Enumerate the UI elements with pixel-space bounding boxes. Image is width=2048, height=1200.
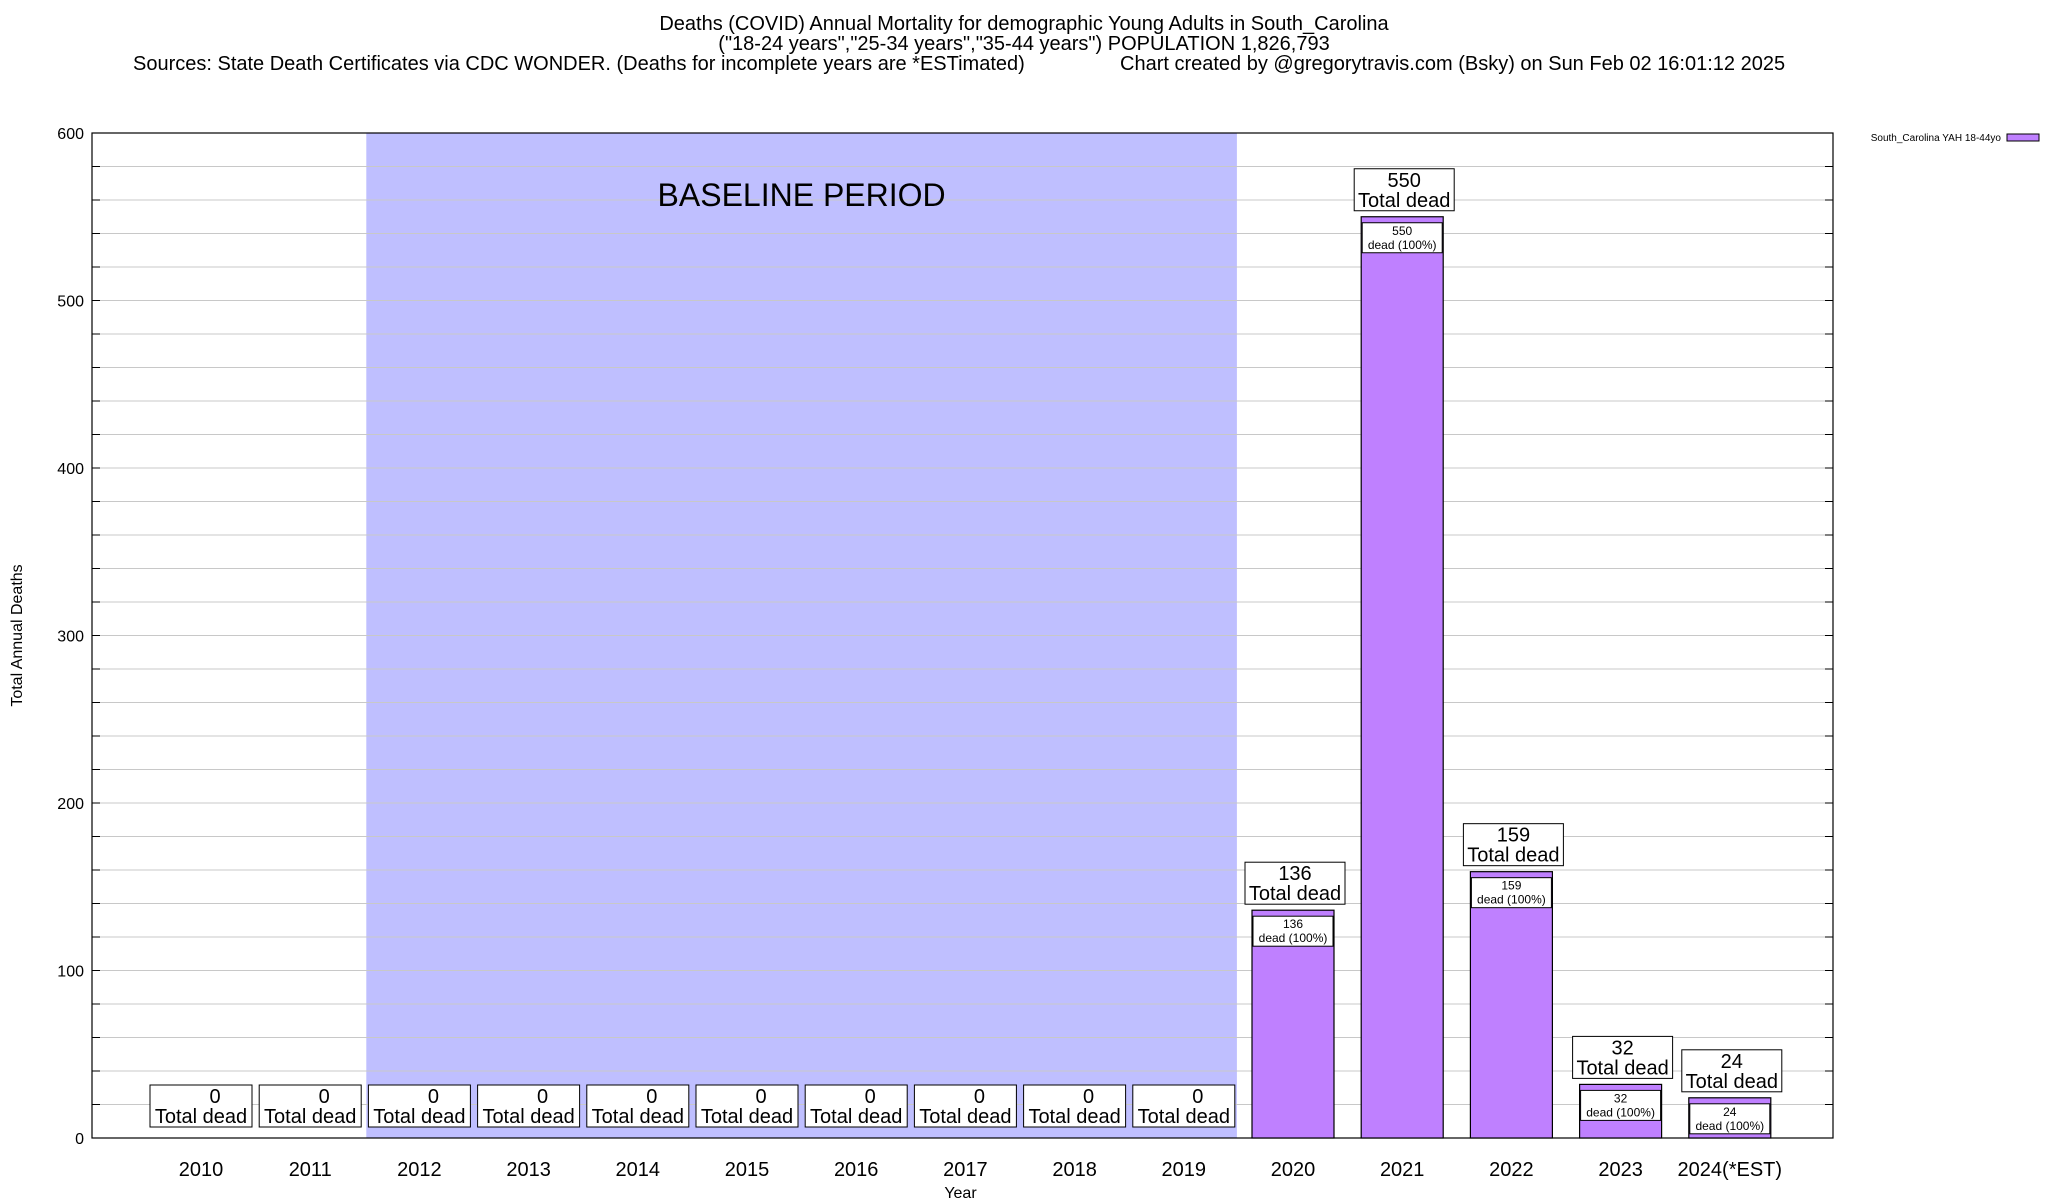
total-label-box <box>804 1084 908 1128</box>
bar-2021 <box>1360 216 1444 1139</box>
total-label-value: 32 <box>1611 1037 1633 1059</box>
total-label-value: 0 <box>1192 1086 1203 1108</box>
inner-label-value: 159 <box>1501 879 1521 893</box>
total-label-box <box>1681 1049 1783 1093</box>
y-tick-label: 200 <box>57 796 84 813</box>
y-tick-label: 500 <box>57 294 84 311</box>
total-label-value: 0 <box>428 1086 439 1108</box>
total-label-box <box>367 1084 471 1128</box>
bar-2020 <box>1251 909 1335 1139</box>
x-tick-label: 2021 <box>1380 1159 1425 1181</box>
x-axis-label: Year <box>944 1185 977 1200</box>
legend-swatch <box>2006 133 2040 142</box>
total-label-box <box>1132 1084 1236 1128</box>
x-tick-label: 2011 <box>289 1159 332 1181</box>
y-axis-label: Total Annual Deaths <box>9 564 26 706</box>
inner-label-value: 550 <box>1392 224 1412 238</box>
total-label-text: Total dead <box>919 1106 1011 1128</box>
total-label-box <box>1353 168 1455 212</box>
total-label-value: 0 <box>209 1086 220 1108</box>
inner-label-value: 24 <box>1723 1105 1737 1119</box>
total-label-text: Total dead <box>373 1106 465 1128</box>
inner-label-text: dead (100%) <box>1586 1105 1655 1119</box>
total-label-box <box>913 1084 1017 1128</box>
total-label-value: 550 <box>1388 170 1421 192</box>
total-label-text: Total dead <box>155 1106 247 1128</box>
total-label-text: Total dead <box>701 1106 793 1128</box>
total-label-box <box>149 1084 253 1128</box>
y-tick-label: 0 <box>75 1131 84 1148</box>
x-tick-label: 2018 <box>1052 1159 1097 1181</box>
inner-label-box <box>1689 1103 1771 1135</box>
total-label-value: 0 <box>865 1086 876 1108</box>
total-label-text: Total dead <box>1358 190 1450 212</box>
chart-sources: Sources: State Death Certificates via CD… <box>133 53 1025 75</box>
legend-label: South_Carolina YAH 18-44yo <box>1871 133 2002 144</box>
total-label-text: Total dead <box>1249 883 1341 905</box>
chart-title: Deaths (COVID) Annual Mortality for demo… <box>659 13 1389 35</box>
x-tick-label: 2020 <box>1271 1159 1316 1181</box>
x-tick-label: 2015 <box>725 1159 770 1181</box>
y-tick-label: 600 <box>57 126 84 143</box>
bar-2022 <box>1469 871 1554 1139</box>
inner-label-text: dead (100%) <box>1259 931 1328 945</box>
total-label-text: Total dead <box>482 1106 574 1128</box>
total-label-value: 0 <box>646 1086 657 1108</box>
x-tick-label: 2022 <box>1489 1159 1534 1181</box>
total-label-value: 24 <box>1721 1051 1743 1073</box>
chart-credit: Chart created by @gregorytravis.com (Bsk… <box>1120 53 1786 75</box>
total-label-box <box>1462 823 1564 867</box>
total-label-text: Total dead <box>1028 1106 1120 1128</box>
inner-label-box <box>1470 877 1552 909</box>
total-label-box <box>586 1084 690 1128</box>
inner-label-text: dead (100%) <box>1695 1119 1764 1133</box>
total-label-value: 0 <box>1083 1086 1094 1108</box>
total-label-value: 0 <box>974 1086 985 1108</box>
inner-label-box <box>1252 915 1334 947</box>
x-tick-label: 2023 <box>1598 1159 1643 1181</box>
total-label-text: Total dead <box>1686 1071 1778 1093</box>
x-tick-label: 2013 <box>506 1159 551 1181</box>
x-tick-label: 2014 <box>616 1159 661 1181</box>
total-label-value: 0 <box>755 1086 766 1108</box>
total-label-box <box>477 1084 581 1128</box>
inner-label-text: dead (100%) <box>1477 893 1546 907</box>
inner-label-value: 32 <box>1614 1091 1628 1105</box>
total-label-text: Total dead <box>592 1106 684 1128</box>
total-label-text: Total dead <box>1467 845 1559 867</box>
total-label-box <box>258 1084 362 1128</box>
y-tick-label: 400 <box>57 461 84 478</box>
x-tick-label: 2016 <box>834 1159 879 1181</box>
total-label-value: 159 <box>1497 825 1530 847</box>
total-label-text: Total dead <box>1138 1106 1230 1128</box>
x-tick-label: 2019 <box>1162 1159 1207 1181</box>
x-tick-label: 2012 <box>397 1159 442 1181</box>
total-label-value: 0 <box>319 1086 330 1108</box>
inner-label-box <box>1580 1089 1662 1121</box>
x-tick-label: 2024(*EST) <box>1678 1159 1783 1181</box>
baseline-label: BASELINE PERIOD <box>658 177 946 213</box>
y-tick-label: 100 <box>57 964 84 981</box>
total-label-box <box>1244 861 1346 905</box>
total-label-value: 0 <box>537 1086 548 1108</box>
y-tick-label: 300 <box>57 629 84 646</box>
total-label-box <box>1023 1084 1127 1128</box>
total-label-text: Total dead <box>810 1106 902 1128</box>
x-tick-label: 2017 <box>943 1159 988 1181</box>
total-label-box <box>695 1084 799 1128</box>
total-label-value: 136 <box>1278 863 1311 885</box>
total-label-text: Total dead <box>264 1106 356 1128</box>
total-label-text: Total dead <box>1576 1057 1668 1079</box>
chart-subtitle: ("18-24 years","25-34 years","35-44 year… <box>718 33 1330 55</box>
inner-label-text: dead (100%) <box>1368 238 1437 252</box>
inner-label-value: 136 <box>1283 917 1303 931</box>
total-label-box <box>1572 1035 1674 1079</box>
x-tick-label: 2010 <box>179 1159 224 1181</box>
plot-border <box>91 132 1834 1139</box>
inner-label-box <box>1361 222 1443 254</box>
